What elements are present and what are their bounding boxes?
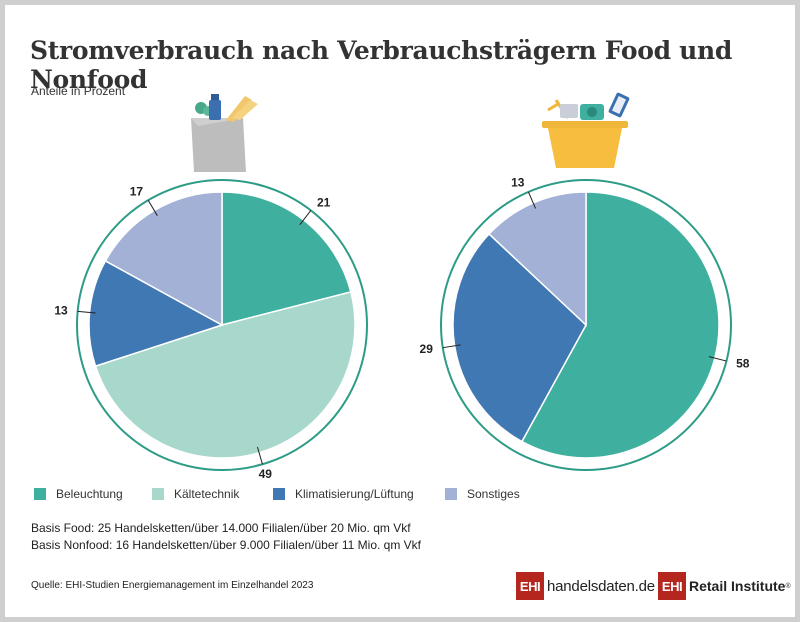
food-value-label: 49: [259, 467, 273, 481]
food-leader-line: [147, 199, 158, 216]
food-value-label: 17: [130, 185, 144, 199]
food-pie: 21 49 13 17: [54, 185, 356, 481]
registered-mark: ®: [785, 582, 791, 590]
basis-food: Basis Food: 25 Handelsketten/über 14.000…: [31, 521, 411, 535]
source-note: Quelle: EHI-Studien Energiemanagement im…: [31, 580, 314, 591]
nonfood-value-label: 58: [736, 357, 750, 371]
chart-subtitle: Anteile in Prozent: [31, 84, 126, 98]
ehi-logo-box: EHI: [516, 572, 544, 600]
nonfood-value-label: 13: [511, 176, 525, 190]
ehi-retail-institute-logo[interactable]: EHI Retail Institute ®: [658, 572, 791, 600]
handelsdaten-text: handelsdaten.de: [547, 577, 655, 595]
basis-nonfood: Basis Nonfood: 16 Handelsketten/über 9.0…: [31, 538, 421, 552]
legend-swatch: [445, 488, 457, 500]
chart-title: Stromverbrauch nach Verbrauchsträgern Fo…: [30, 36, 733, 94]
legend-swatch: [273, 488, 285, 500]
grocery-bag-icon: [191, 94, 258, 172]
nonfood-pie: 58 29 13: [420, 176, 750, 459]
handelsdaten-logo[interactable]: EHI handelsdaten.de: [516, 572, 655, 600]
food-pie-ring: [76, 179, 368, 471]
legend-swatch: [152, 488, 164, 500]
retail-institute-text: Retail Institute: [689, 578, 786, 594]
legend-label: Kältetechnik: [174, 487, 240, 501]
nonfood-leader-line: [442, 344, 461, 349]
nonfood-leader-line: [708, 356, 727, 362]
ehi-logo-box: EHI: [658, 572, 686, 600]
nonfood-value-label: 29: [420, 342, 434, 356]
legend-label: Beleuchtung: [56, 487, 123, 501]
legend-swatch: [34, 488, 46, 500]
legend-item-kaeltetechnik: Kältetechnik: [152, 487, 239, 501]
legend-item-sonstiges: Sonstiges: [445, 487, 520, 501]
food-leader-line: [299, 210, 312, 225]
food-leader-line: [77, 310, 96, 314]
food-value-label: 13: [54, 303, 68, 317]
shopping-basket-icon: [542, 92, 630, 168]
legend-item-beleuchtung: Beleuchtung: [34, 487, 123, 501]
legend-item-klimatisierung: Klimatisierung/Lüftung: [273, 487, 414, 501]
nonfood-pie-ring: [440, 179, 732, 471]
food-value-label: 21: [317, 196, 331, 210]
legend-label: Klimatisierung/Lüftung: [295, 487, 414, 501]
legend-label: Sonstiges: [467, 487, 520, 501]
nonfood-leader-line: [527, 191, 537, 209]
food-leader-line: [256, 446, 263, 465]
